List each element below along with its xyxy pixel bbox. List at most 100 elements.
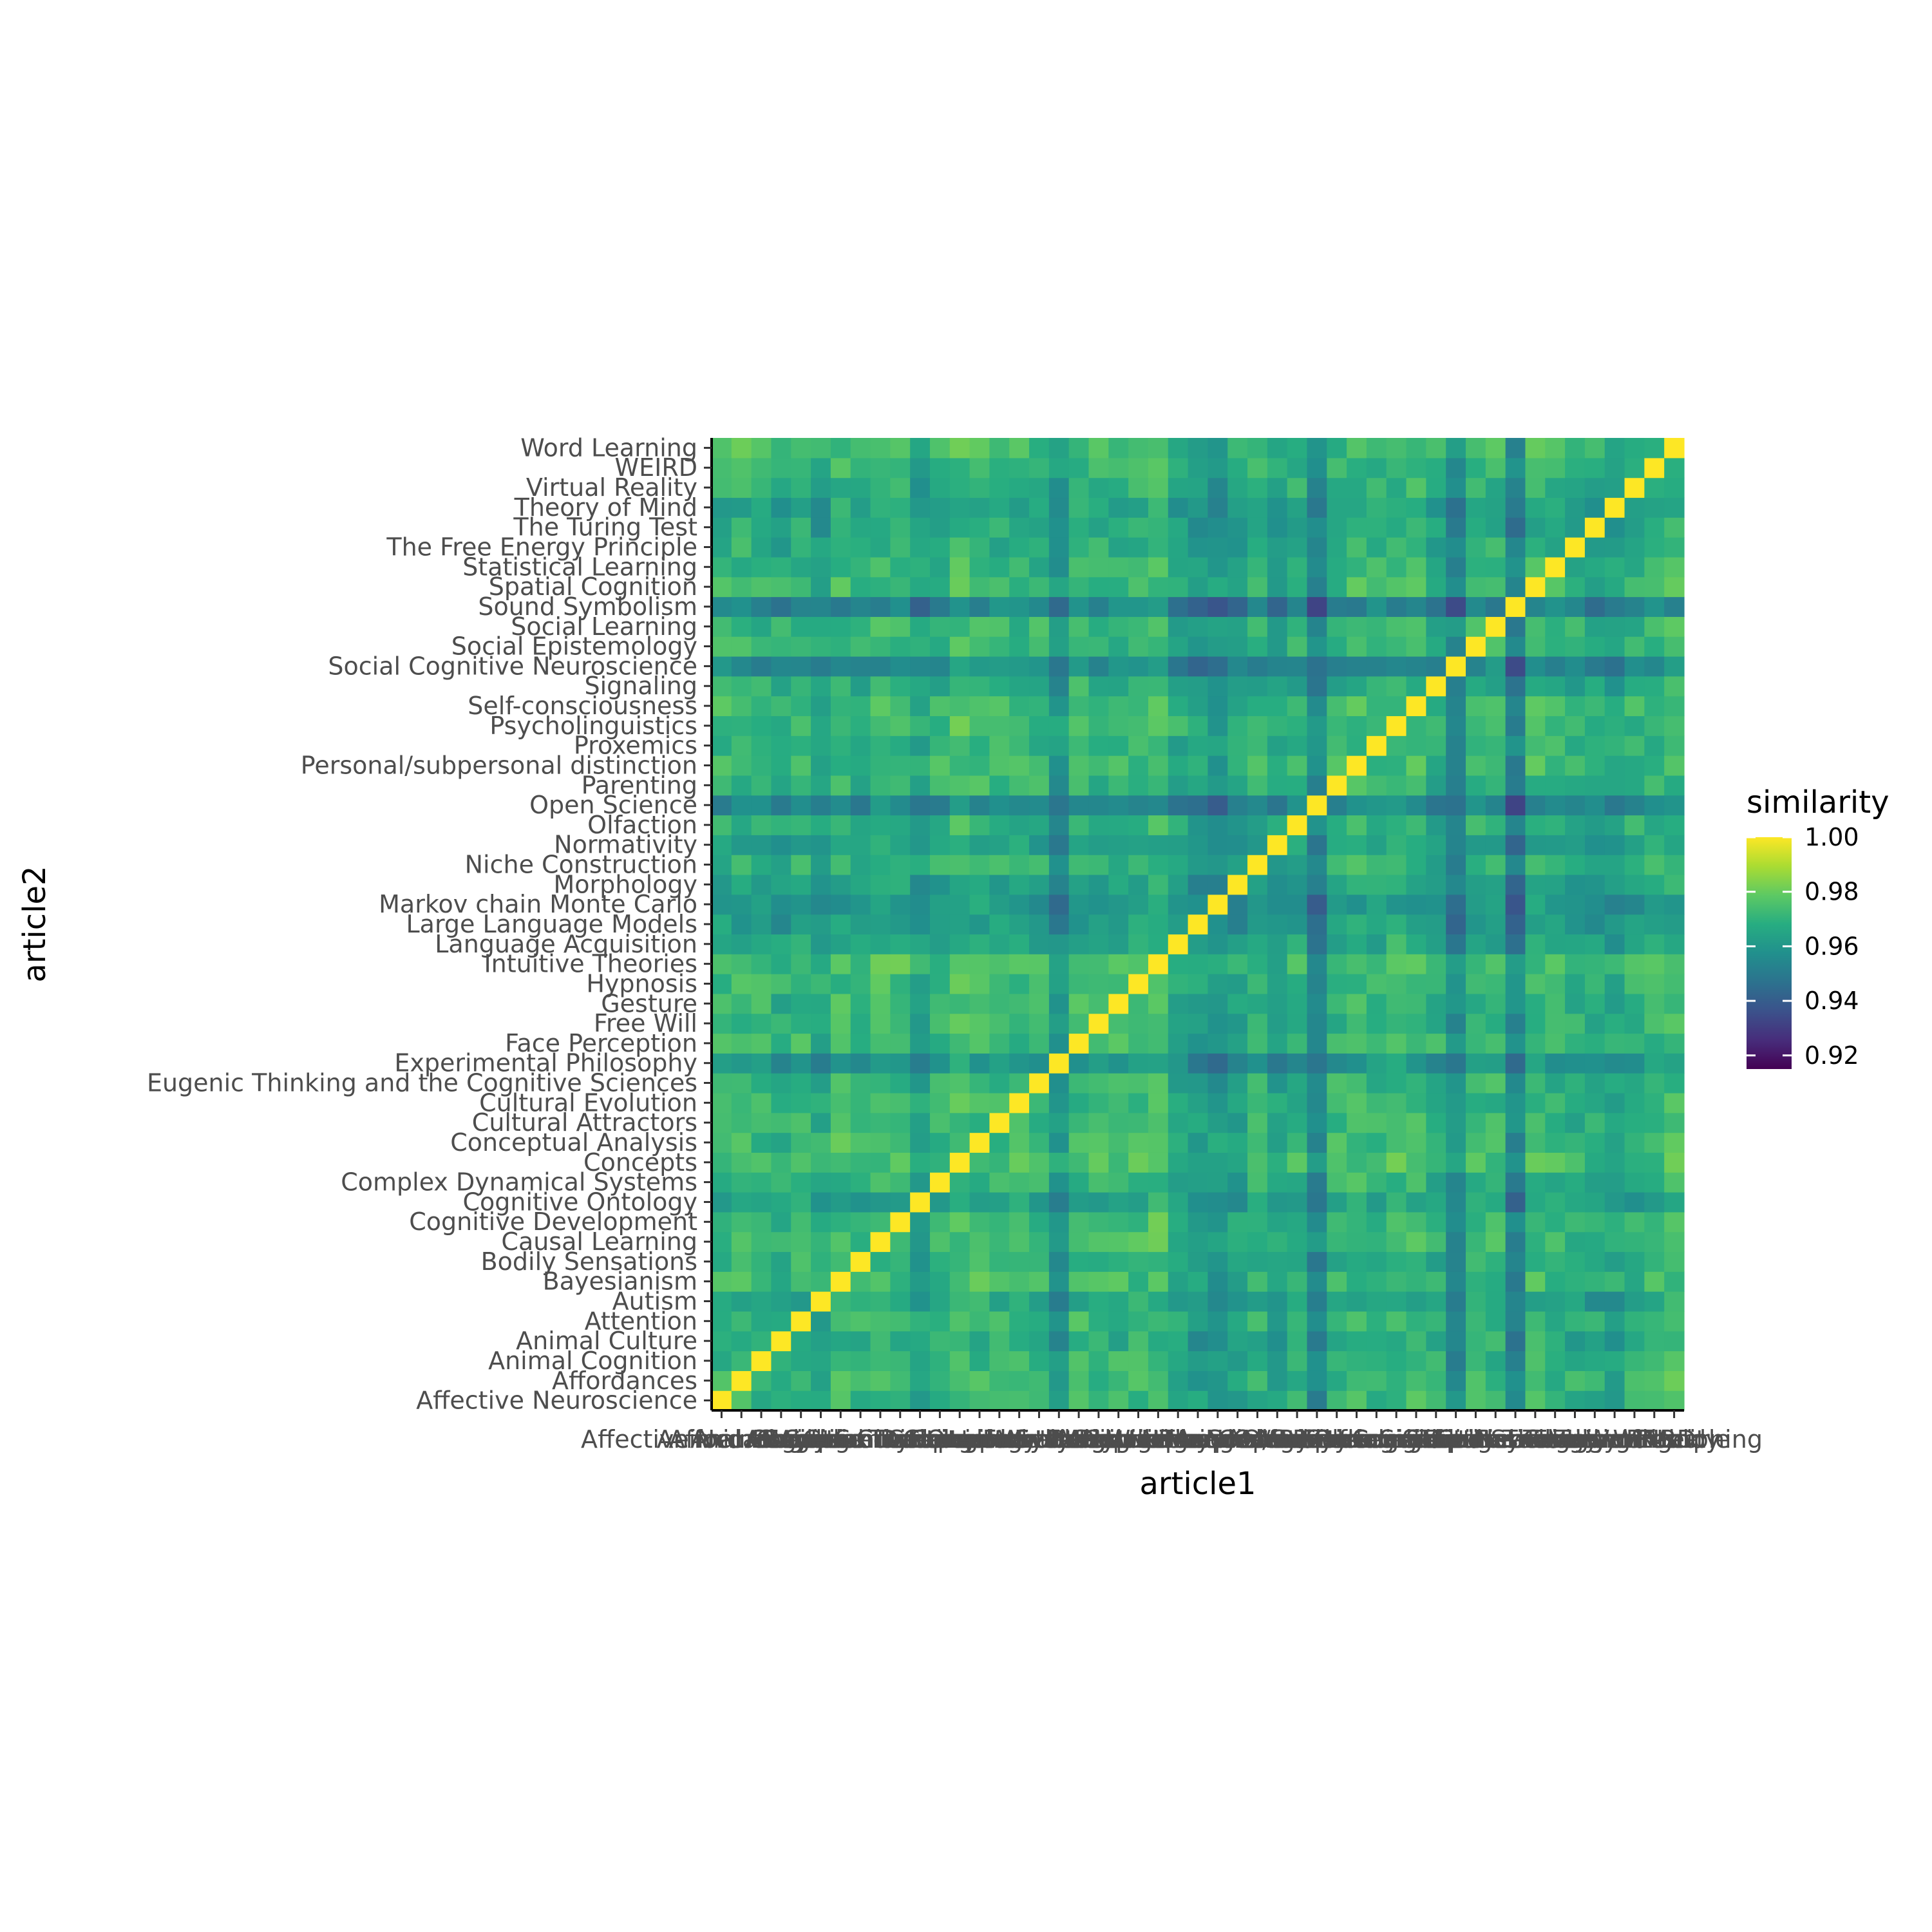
heatmap-cell <box>1604 815 1625 835</box>
heatmap-cell <box>1386 974 1407 994</box>
heatmap-cell <box>1227 1251 1248 1272</box>
heatmap-cell <box>1644 696 1665 717</box>
heatmap-cell <box>1088 1092 1109 1113</box>
heatmap-cell <box>1604 954 1625 974</box>
heatmap-cell <box>1048 1390 1070 1411</box>
heatmap-cell <box>1505 815 1526 835</box>
heatmap-cell <box>949 537 971 558</box>
heatmap-cell <box>1406 1033 1426 1054</box>
heatmap-cell <box>1287 775 1308 796</box>
heatmap-cell <box>751 457 772 478</box>
heatmap-cell <box>1048 1271 1070 1292</box>
heatmap-cell <box>1168 815 1189 835</box>
heatmap-cell <box>1505 1192 1526 1213</box>
heatmap-cell <box>929 537 951 558</box>
heatmap-cell <box>1545 914 1566 935</box>
heatmap-cell <box>1664 656 1685 677</box>
heatmap-cell <box>1048 815 1070 835</box>
heatmap-cell <box>1644 1370 1665 1391</box>
heatmap-cell <box>1188 1172 1209 1193</box>
heatmap-cell <box>1128 497 1149 518</box>
heatmap-cell <box>1029 477 1050 498</box>
heatmap-cell <box>1227 497 1248 518</box>
heatmap-cell <box>811 755 831 776</box>
heatmap-cell <box>1208 1192 1228 1213</box>
heatmap-cell <box>1565 775 1586 796</box>
heatmap-cell <box>850 1370 871 1391</box>
heatmap-cell <box>771 855 791 875</box>
heatmap-cell <box>989 596 1010 617</box>
heatmap-cell <box>712 1370 732 1391</box>
heatmap-cell <box>1009 1311 1030 1332</box>
heatmap-cell <box>791 954 811 974</box>
heatmap-cell <box>1048 1331 1070 1352</box>
heatmap-cell <box>1366 438 1387 459</box>
heatmap-cell <box>1327 855 1347 875</box>
heatmap-cell <box>870 1092 891 1113</box>
heatmap-cell <box>1466 656 1486 677</box>
heatmap-cell <box>1426 855 1446 875</box>
heatmap-cell <box>1168 1291 1189 1312</box>
heatmap-cell <box>1267 676 1288 697</box>
heatmap-cell <box>1227 1231 1248 1253</box>
heatmap-cell <box>811 1013 831 1034</box>
heatmap-cell <box>1545 1271 1566 1292</box>
heatmap-cell <box>1168 537 1189 558</box>
heatmap-cell <box>1267 934 1288 954</box>
heatmap-cell <box>1604 1350 1625 1371</box>
heatmap-cell <box>1048 636 1070 657</box>
heatmap-cell <box>1108 1092 1129 1113</box>
heatmap-cell <box>1168 457 1189 478</box>
heatmap-cell <box>850 815 871 835</box>
heatmap-cell <box>1624 636 1645 657</box>
heatmap-cell <box>1108 1132 1129 1153</box>
heatmap-cell <box>1148 874 1169 895</box>
heatmap-cell <box>771 1291 791 1312</box>
heatmap-cell <box>1624 1271 1645 1292</box>
y-tick-label: Social Cognitive Neuroscience <box>328 652 697 680</box>
heatmap-cell <box>771 735 791 756</box>
heatmap-cell <box>989 616 1010 637</box>
heatmap-cell <box>910 1152 931 1173</box>
heatmap-cell <box>1247 1033 1268 1054</box>
heatmap-cell <box>791 795 811 816</box>
heatmap-cell <box>1307 914 1327 935</box>
heatmap-cell <box>1584 1033 1605 1054</box>
heatmap-cell <box>1128 874 1149 895</box>
heatmap-cell <box>1366 616 1387 637</box>
heatmap-cell <box>850 974 871 994</box>
heatmap-cell <box>1247 954 1268 974</box>
heatmap-cell <box>1048 855 1070 875</box>
heatmap-cell <box>1327 636 1347 657</box>
heatmap-cell <box>830 1231 851 1253</box>
heatmap-cell <box>1108 537 1129 558</box>
heatmap-cell <box>1446 676 1466 697</box>
heatmap-cell <box>1485 1172 1506 1193</box>
heatmap-cell <box>1247 855 1268 875</box>
heatmap-cell <box>1188 934 1209 954</box>
heatmap-cell <box>1029 914 1050 935</box>
heatmap-cell <box>1525 656 1546 677</box>
heatmap-cell <box>830 855 851 875</box>
heatmap-cell <box>1068 438 1090 459</box>
heatmap-cell <box>771 696 791 717</box>
heatmap-cell <box>1525 1251 1546 1272</box>
heatmap-cell <box>850 1291 871 1312</box>
heatmap-cell <box>811 1033 831 1054</box>
heatmap-cell <box>890 1033 911 1054</box>
heatmap-cell <box>1088 517 1109 538</box>
heatmap-cell <box>1247 477 1268 498</box>
heatmap-cell <box>1088 696 1109 717</box>
heatmap-cell <box>791 457 811 478</box>
heatmap-cell <box>1426 1331 1446 1352</box>
heatmap-cell <box>1624 497 1645 518</box>
heatmap-cell <box>1088 1152 1109 1173</box>
heatmap-cell <box>771 1073 791 1094</box>
heatmap-cell <box>1624 795 1645 816</box>
y-tick-label: Cognitive Ontology <box>462 1188 697 1216</box>
heatmap-cell <box>1208 596 1228 617</box>
heatmap-cell <box>1426 894 1446 915</box>
heatmap-cell <box>1148 477 1169 498</box>
heatmap-cell <box>910 1271 931 1292</box>
heatmap-cell <box>1267 755 1288 776</box>
